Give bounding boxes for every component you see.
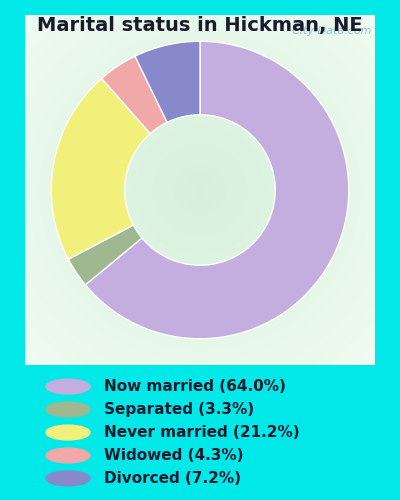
Circle shape [46,448,90,463]
Circle shape [46,425,90,440]
Wedge shape [85,42,349,339]
Circle shape [46,471,90,486]
Circle shape [46,379,90,394]
Circle shape [46,402,90,417]
Wedge shape [51,78,150,259]
Wedge shape [102,56,167,134]
Text: Marital status in Hickman, NE: Marital status in Hickman, NE [37,16,363,35]
Text: Widowed (4.3%): Widowed (4.3%) [104,448,244,463]
Text: City-Data.com: City-Data.com [285,26,372,36]
Text: Never married (21.2%): Never married (21.2%) [104,425,300,440]
Text: Divorced (7.2%): Divorced (7.2%) [104,471,241,486]
Text: Now married (64.0%): Now married (64.0%) [104,379,286,394]
Wedge shape [135,42,200,122]
Text: Separated (3.3%): Separated (3.3%) [104,402,254,417]
Wedge shape [68,225,142,285]
